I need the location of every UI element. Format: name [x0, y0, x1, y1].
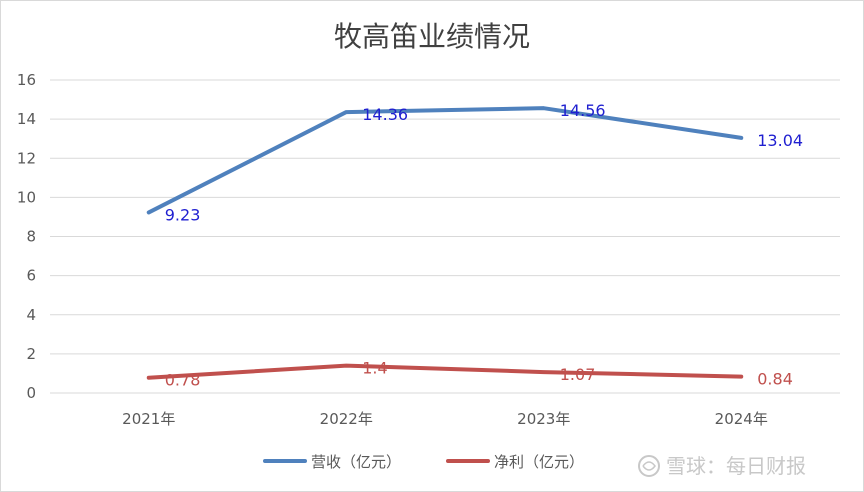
- grid-lines: [50, 79, 840, 394]
- y-tick-label: 10: [17, 188, 36, 206]
- y-tick-label: 12: [17, 149, 36, 167]
- data-label: 13.04: [757, 131, 803, 150]
- snowball-logo-swirl-icon: [642, 461, 656, 471]
- watermark: 雪球：每日财报: [638, 454, 806, 478]
- data-label: 0.84: [757, 370, 793, 389]
- watermark-text: 雪球：每日财报: [666, 454, 806, 478]
- series-line-net-profit: [146, 363, 744, 380]
- data-label: 14.56: [560, 101, 606, 120]
- x-tick-label: 2024年: [715, 410, 768, 428]
- legend-label: 净利（亿元）: [494, 453, 584, 471]
- data-label: 0.78: [165, 371, 201, 390]
- y-tick-label: 4: [26, 306, 36, 324]
- x-tick-label: 2022年: [320, 410, 373, 428]
- y-axis-ticks: 0 2 4 6 8 10 12 14 16: [17, 71, 36, 402]
- x-tick-label: 2021年: [122, 410, 175, 428]
- legend: 营收（亿元） 净利（亿元）: [263, 453, 584, 471]
- y-tick-label: 16: [17, 71, 36, 89]
- data-label: 14.36: [362, 105, 408, 124]
- x-tick-label: 2023年: [517, 410, 570, 428]
- data-label: 1.4: [362, 359, 387, 378]
- y-tick-label: 0: [26, 384, 36, 402]
- series-group: [146, 106, 744, 380]
- snowball-logo-icon: [638, 455, 660, 477]
- y-tick-label: 8: [26, 228, 36, 246]
- y-tick-label: 14: [17, 110, 36, 128]
- data-labels-group: 9.23 14.36 14.56 13.04 0.78 1.4 1.07 0.84: [165, 101, 803, 390]
- data-label: 1.07: [560, 365, 596, 384]
- series-line-revenue: [146, 106, 744, 215]
- y-tick-label: 6: [26, 267, 36, 285]
- data-label: 9.23: [165, 205, 201, 224]
- x-axis-ticks: 2021年 2022年 2023年 2024年: [122, 410, 768, 428]
- y-tick-label: 2: [26, 345, 36, 363]
- chart-title: 牧高笛业绩情况: [334, 20, 530, 53]
- legend-label: 营收（亿元）: [311, 453, 401, 471]
